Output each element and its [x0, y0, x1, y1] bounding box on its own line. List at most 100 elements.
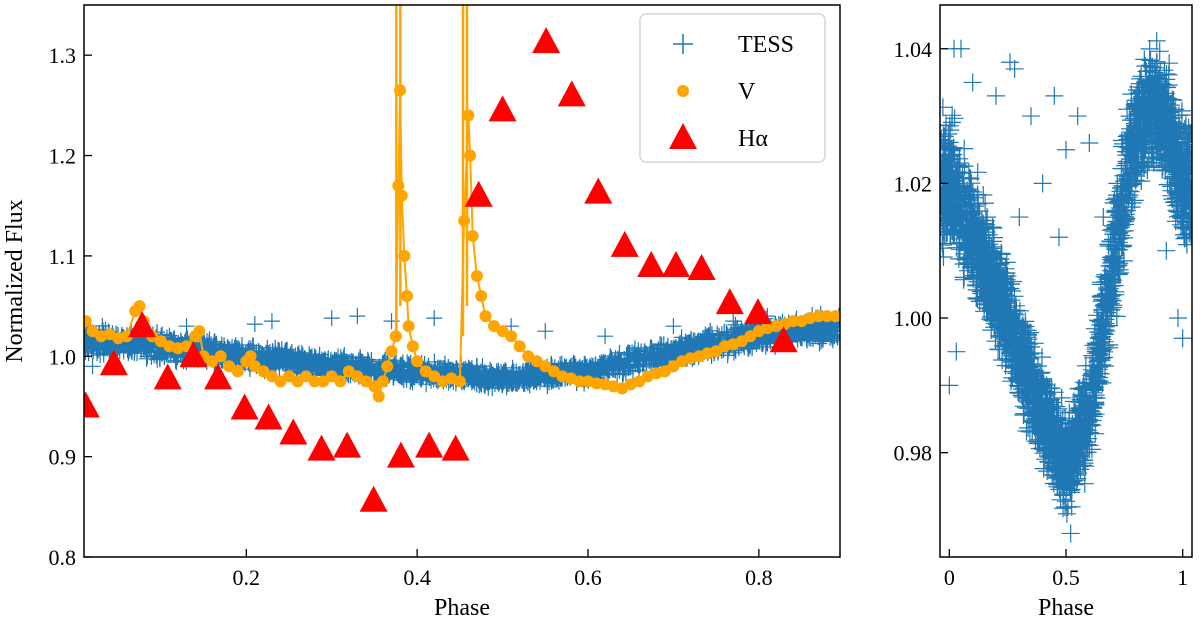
halpha-point [532, 27, 561, 54]
tess-outlier-point [426, 310, 443, 327]
tess-outlier-point [1094, 208, 1113, 227]
tess-outlier-point [1080, 134, 1099, 152]
tess-outlier-point [940, 376, 959, 395]
v-point [231, 365, 244, 378]
halpha-point [84, 391, 100, 418]
tess-band-points [940, 31, 1192, 523]
x-tick-label: 0.4 [403, 565, 431, 590]
tess-outlier-point [665, 318, 682, 335]
halpha-point [99, 349, 128, 376]
tess-outlier-point [987, 86, 1005, 105]
legend-box [639, 13, 826, 163]
legend-label: V [738, 79, 756, 105]
tess-outlier-point [1108, 174, 1127, 193]
halpha-point [769, 326, 798, 353]
y-tick-label: 1.1 [49, 244, 77, 269]
y-tick-label: 1.00 [894, 306, 933, 331]
y-axis-label: Normalized Flux [2, 199, 28, 362]
v-point [470, 269, 483, 282]
halpha-point [153, 363, 182, 390]
halpha-point [179, 341, 208, 368]
tess-outlier-point [1157, 241, 1176, 260]
tess-outlier-point [597, 328, 614, 345]
halpha-point [743, 298, 772, 325]
tess-outlier-point [1033, 174, 1052, 193]
v-point [466, 229, 479, 242]
tess-outlier-point [1005, 59, 1024, 78]
v-point [458, 214, 471, 227]
v-point [214, 350, 227, 363]
v-point [376, 375, 389, 388]
halpha-point [610, 230, 639, 257]
tess-outlier-point [1022, 107, 1040, 126]
series-tess [940, 31, 1192, 543]
halpha-point [584, 177, 613, 204]
tess-outlier-point [1068, 107, 1087, 126]
legend-tess-marker [673, 34, 693, 54]
halpha-point [307, 434, 336, 461]
series-v [84, 5, 840, 403]
halpha-point [128, 311, 157, 338]
v-point [475, 290, 488, 303]
halpha-point [687, 253, 716, 280]
left-panel: 0.2 0.4 0.6 0.8 0.8 0.9 1.0 1.1 1.2 1.3 Phase Norma… [2, 4, 841, 621]
tess-outlier-point [725, 313, 742, 330]
x-tick-label: 0.5 [1052, 565, 1080, 590]
v-point [193, 325, 206, 338]
tess-outlier-point [1010, 208, 1029, 227]
v-point [244, 350, 257, 363]
v-point [464, 149, 477, 162]
x-tick-label: 0.8 [745, 565, 773, 590]
right-panel: 0 0.5 1 0.98 1.00 1.02 1.04 Phase [894, 4, 1193, 621]
plot-area [940, 31, 1192, 543]
tess-outlier-point [1169, 309, 1187, 328]
tess-outlier-point [306, 348, 323, 365]
legend-label: TESS [738, 32, 794, 58]
y-tick-label: 1.0 [49, 344, 77, 369]
v-point [402, 320, 415, 333]
tess-outlier-point [468, 358, 485, 375]
halpha-point [254, 403, 283, 430]
halpha-point [359, 485, 388, 512]
tess-outlier-point [1173, 329, 1192, 348]
v-point [829, 310, 840, 323]
v-point [479, 310, 492, 323]
tess-outlier-point [1050, 228, 1068, 247]
halpha-point [204, 363, 233, 390]
tess-outlier-point [84, 358, 101, 375]
tess-outlier-point [952, 39, 970, 58]
halpha-point [386, 441, 415, 468]
v-point [462, 109, 475, 122]
x-tick-label: 0 [944, 565, 955, 590]
v-point [573, 375, 586, 388]
tess-outlier-point [537, 323, 554, 340]
tess-outlier-point [1057, 140, 1075, 159]
y-tick-label: 1.02 [894, 171, 933, 196]
x-axis-label: Phase [1038, 595, 1094, 621]
halpha-point [661, 250, 690, 277]
legend-label: Hα [738, 126, 768, 152]
v-point [395, 189, 408, 202]
v-point [411, 355, 424, 368]
v-point [385, 345, 398, 358]
halpha-point [441, 434, 470, 461]
y-tick-label: 1.04 [894, 37, 933, 62]
v-point [372, 390, 385, 403]
halpha-point [333, 431, 362, 458]
halpha-point [279, 418, 308, 445]
tess-outlier-point [349, 308, 366, 325]
y-tick-label: 0.98 [894, 441, 933, 466]
v-point [400, 290, 413, 303]
v-point [453, 375, 466, 388]
axes-frame [83, 4, 841, 558]
series-h- [84, 27, 798, 512]
halpha-point [464, 180, 493, 207]
x-tick-label: 1 [1177, 565, 1188, 590]
v-point [787, 315, 800, 328]
v-point [389, 330, 402, 343]
v-point [513, 340, 526, 353]
v-point [821, 310, 834, 323]
y-tick-label: 0.9 [49, 445, 77, 470]
v-point [392, 179, 405, 192]
